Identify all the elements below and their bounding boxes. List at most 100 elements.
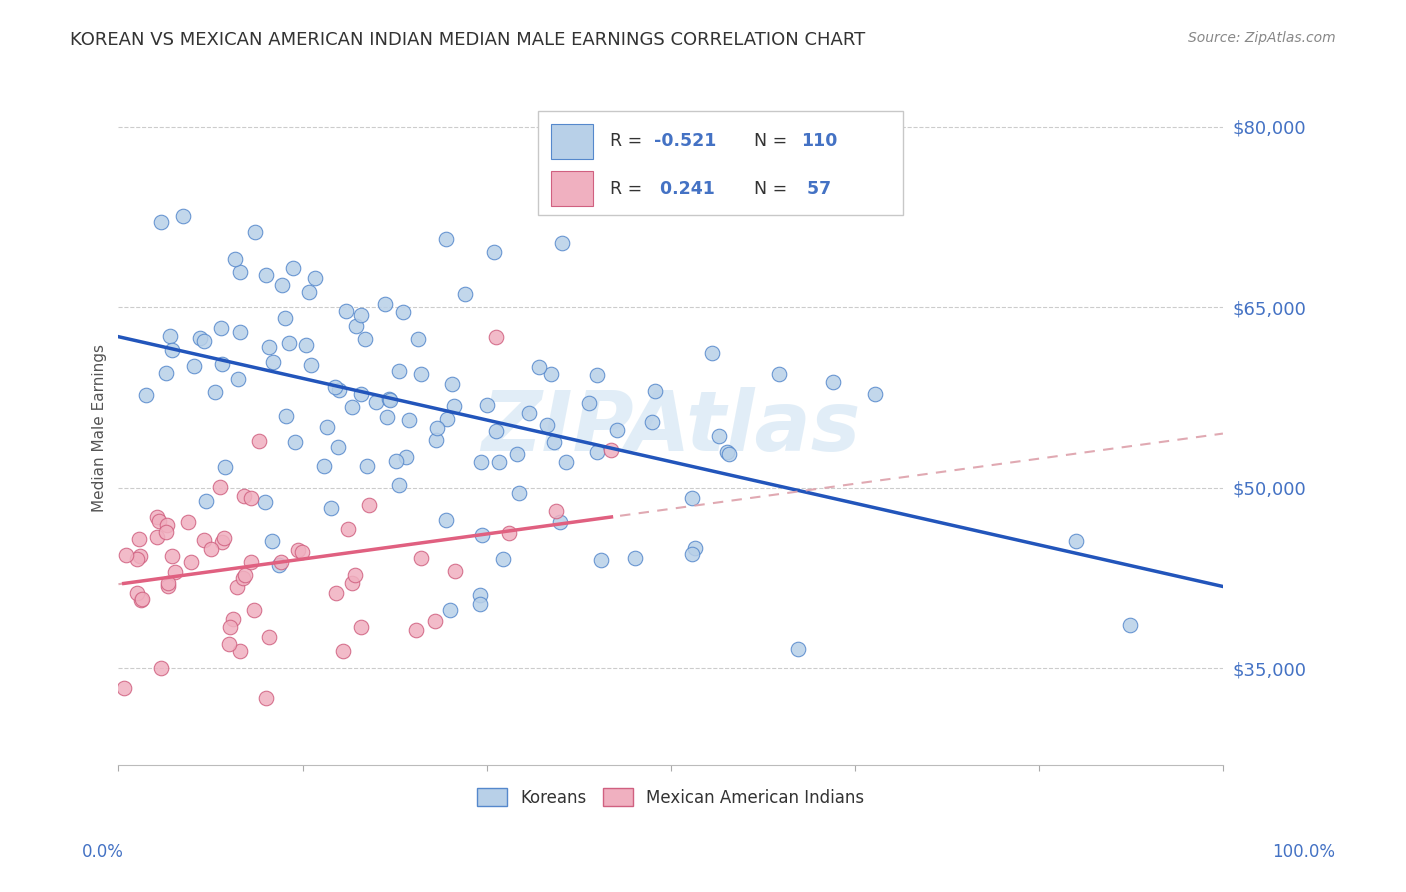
Point — [707, 428, 730, 442]
Point — [232, 571, 254, 585]
Point — [471, 528, 494, 542]
Text: N =: N = — [754, 179, 792, 197]
Point — [112, 681, 135, 695]
Point — [125, 586, 148, 600]
Point — [786, 642, 808, 657]
Point — [233, 567, 256, 582]
Point — [1119, 618, 1142, 632]
Point — [260, 534, 283, 549]
Point — [343, 568, 366, 582]
Point — [160, 343, 183, 358]
Point — [586, 445, 609, 459]
Point — [468, 597, 491, 611]
Point — [214, 460, 236, 475]
Point — [155, 525, 177, 540]
Point — [172, 209, 194, 223]
Point — [439, 603, 461, 617]
Point — [269, 558, 291, 572]
Point — [589, 552, 612, 566]
Point — [350, 308, 373, 322]
Point — [193, 334, 215, 349]
Point — [405, 623, 427, 637]
Point — [145, 530, 167, 544]
Point — [468, 588, 491, 602]
Point — [304, 271, 326, 285]
Point — [492, 552, 515, 566]
Text: 0.241: 0.241 — [654, 179, 716, 197]
Point — [506, 447, 529, 461]
Point — [212, 531, 235, 545]
Point — [551, 236, 574, 251]
Point — [125, 552, 148, 566]
Point — [425, 434, 447, 448]
Point — [209, 321, 232, 335]
Point — [323, 379, 346, 393]
Point — [165, 565, 187, 579]
Point — [211, 357, 233, 371]
Point — [278, 336, 301, 351]
Text: 0.0%: 0.0% — [82, 843, 124, 861]
Text: KOREAN VS MEXICAN AMERICAN INDIAN MEDIAN MALE EARNINGS CORRELATION CHART: KOREAN VS MEXICAN AMERICAN INDIAN MEDIAN… — [70, 31, 866, 49]
Point — [146, 510, 169, 524]
Point — [128, 532, 150, 546]
Point — [485, 424, 508, 438]
Point — [346, 319, 368, 334]
Point — [254, 268, 277, 282]
Point — [218, 637, 240, 651]
Point — [335, 304, 357, 318]
Point — [586, 368, 609, 382]
Point — [527, 359, 550, 374]
Point — [443, 399, 465, 413]
Point — [406, 332, 429, 346]
Point — [550, 515, 572, 529]
Point — [195, 494, 218, 508]
Point — [488, 454, 510, 468]
Point — [350, 387, 373, 401]
Point — [180, 555, 202, 569]
Point — [718, 447, 741, 461]
Point — [287, 543, 309, 558]
Bar — [551, 124, 593, 159]
Point — [240, 555, 263, 569]
Point — [148, 514, 170, 528]
Point — [155, 366, 177, 380]
Point — [183, 359, 205, 374]
Point — [340, 575, 363, 590]
Point — [644, 384, 666, 398]
Point — [156, 579, 179, 593]
Point — [177, 515, 200, 529]
Point — [425, 614, 447, 628]
Point — [554, 455, 576, 469]
Point — [225, 580, 247, 594]
Point — [434, 232, 457, 246]
Point — [821, 376, 844, 390]
Point — [218, 620, 240, 634]
Point — [716, 445, 738, 459]
Point — [354, 332, 377, 346]
Point — [392, 305, 415, 319]
Point — [149, 661, 172, 675]
Point — [600, 442, 623, 457]
Point — [409, 367, 432, 381]
Point — [149, 215, 172, 229]
Point — [229, 644, 252, 658]
Point — [768, 368, 790, 382]
Point — [426, 421, 449, 435]
Point — [135, 388, 157, 402]
Point — [356, 459, 378, 474]
Point — [270, 556, 292, 570]
Point — [328, 440, 350, 454]
Point — [350, 620, 373, 634]
Point — [247, 434, 270, 448]
Point — [484, 330, 506, 344]
Point — [366, 395, 388, 409]
Point — [681, 547, 703, 561]
Point — [291, 545, 314, 559]
Point — [411, 551, 433, 566]
Point — [243, 225, 266, 239]
Point — [129, 593, 152, 607]
Point — [517, 406, 540, 420]
Point — [342, 400, 364, 414]
Point — [254, 690, 277, 705]
Point — [536, 417, 558, 432]
